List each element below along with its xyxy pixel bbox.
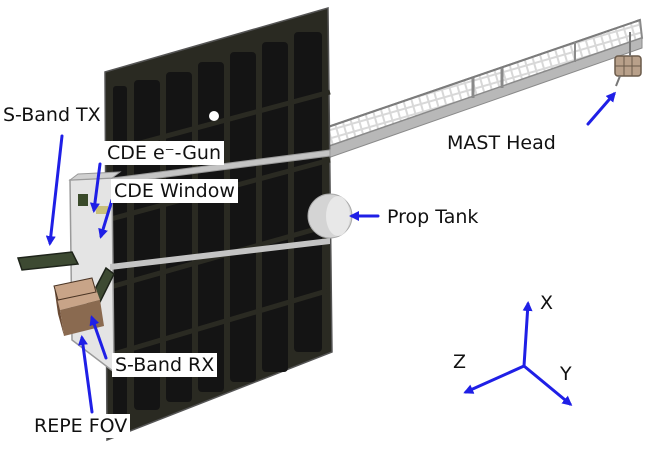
axis-label-z: Z — [453, 351, 467, 373]
axis-label-y: Y — [560, 363, 572, 385]
z-axis-arrow — [463, 364, 526, 394]
repe-box — [53, 277, 104, 336]
axis-label-x: X — [540, 292, 554, 314]
mast-boom — [323, 18, 644, 159]
label-sband-rx: S-Band RX — [112, 353, 218, 377]
axes-triad — [463, 301, 573, 406]
mast-head — [614, 32, 642, 87]
repe-fov-arrow — [77, 335, 94, 414]
label-mast-head: MAST Head — [444, 131, 559, 155]
y-axis-arrow — [522, 364, 573, 406]
label-sband-tx: S-Band TX — [0, 103, 104, 127]
cde-egun-arrow — [89, 162, 102, 213]
sband-rx-arrow — [89, 315, 108, 360]
mast-head-arrow — [586, 91, 616, 126]
x-axis-arrow — [522, 301, 533, 368]
prop-tank — [307, 193, 353, 239]
sband-tx-arrow — [45, 134, 64, 246]
label-repe-fov: REPE FOV — [31, 414, 131, 438]
label-cde-window: CDE Window — [111, 179, 238, 203]
cde-window-arrow — [98, 198, 114, 239]
label-prop-tank: Prop Tank — [384, 205, 482, 229]
label-cde-egun: CDE e⁻-Gun — [104, 141, 225, 165]
